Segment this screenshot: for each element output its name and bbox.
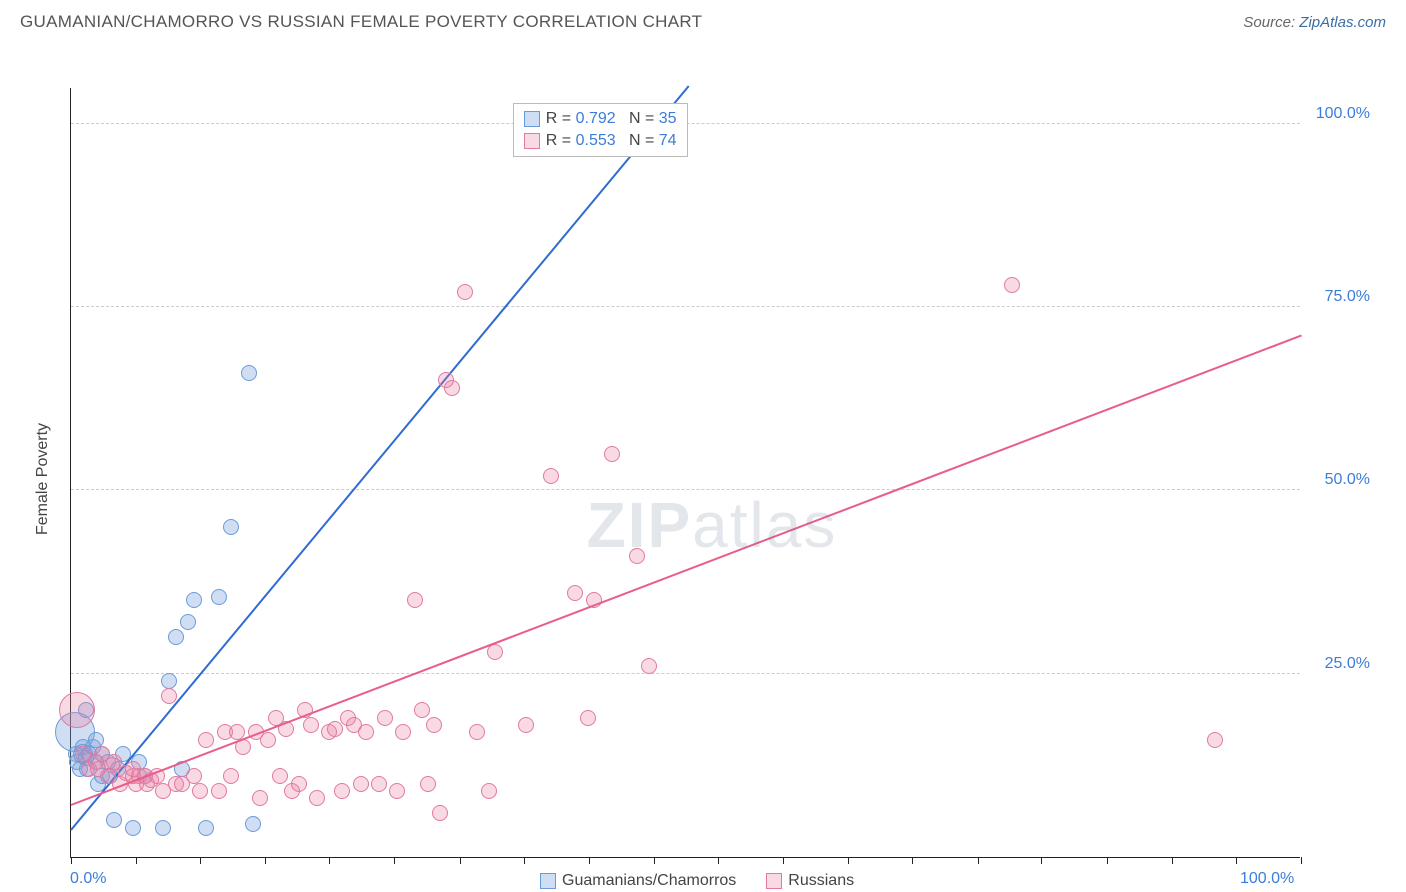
data-point	[155, 820, 171, 836]
x-tick	[912, 857, 913, 864]
gridline	[71, 489, 1300, 490]
data-point	[420, 776, 436, 792]
x-tick	[394, 857, 395, 864]
data-point	[106, 812, 122, 828]
chart-source: Source: ZipAtlas.com	[1243, 14, 1386, 31]
data-point	[469, 724, 485, 740]
data-point	[125, 820, 141, 836]
data-point	[414, 702, 430, 718]
data-point	[192, 783, 208, 799]
x-tick	[1107, 857, 1108, 864]
data-point	[291, 776, 307, 792]
x-tick	[1041, 857, 1042, 864]
data-point	[309, 790, 325, 806]
x-tick	[783, 857, 784, 864]
data-point	[518, 717, 534, 733]
data-point	[272, 768, 288, 784]
data-point	[334, 783, 350, 799]
correlation-chart: 25.0%50.0%75.0%100.0%Female Poverty0.0%1…	[20, 40, 1386, 880]
data-point	[168, 629, 184, 645]
data-point	[223, 768, 239, 784]
data-point	[629, 548, 645, 564]
x-tick	[718, 857, 719, 864]
data-point	[88, 732, 104, 748]
x-tick	[848, 857, 849, 864]
data-point	[198, 732, 214, 748]
data-point	[223, 519, 239, 535]
data-point	[161, 688, 177, 704]
data-point	[186, 768, 202, 784]
chart-header: GUAMANIAN/CHAMORRO VS RUSSIAN FEMALE POV…	[0, 0, 1406, 40]
x-tick	[1301, 857, 1302, 864]
x-tick	[978, 857, 979, 864]
data-point	[371, 776, 387, 792]
data-point	[1004, 277, 1020, 293]
x-tick	[329, 857, 330, 864]
x-tick	[589, 857, 590, 864]
data-point	[377, 710, 393, 726]
legend-item: Russians	[766, 872, 854, 890]
y-tick-label: 25.0%	[1325, 655, 1370, 673]
plot-area: 25.0%50.0%75.0%100.0%	[70, 88, 1300, 858]
x-tick	[136, 857, 137, 864]
data-point	[358, 724, 374, 740]
x-tick	[1236, 857, 1237, 864]
data-point	[481, 783, 497, 799]
x-tick	[265, 857, 266, 864]
data-point	[59, 692, 95, 728]
trend-line	[71, 334, 1302, 805]
gridline	[71, 673, 1300, 674]
data-point	[241, 365, 257, 381]
data-point	[543, 468, 559, 484]
data-point	[186, 592, 202, 608]
y-tick-label: 100.0%	[1316, 105, 1370, 123]
data-point	[604, 446, 620, 462]
data-point	[353, 776, 369, 792]
chart-title: GUAMANIAN/CHAMORRO VS RUSSIAN FEMALE POV…	[20, 12, 702, 32]
data-point	[211, 589, 227, 605]
data-point	[245, 816, 261, 832]
data-point	[198, 820, 214, 836]
y-tick-label: 50.0%	[1325, 471, 1370, 489]
data-point	[641, 658, 657, 674]
gridline	[71, 306, 1300, 307]
data-point	[180, 614, 196, 630]
data-point	[457, 284, 473, 300]
source-prefix: Source:	[1243, 14, 1299, 31]
data-point	[303, 717, 319, 733]
x-tick	[460, 857, 461, 864]
data-point	[211, 783, 227, 799]
x-tick-label: 0.0%	[70, 870, 106, 888]
series-legend: Guamanians/Chamorros Russians	[540, 872, 884, 890]
data-point	[161, 673, 177, 689]
legend-row: R = 0.553 N = 74	[524, 130, 677, 152]
data-point	[260, 732, 276, 748]
x-tick	[524, 857, 525, 864]
source-link[interactable]: ZipAtlas.com	[1299, 14, 1386, 31]
x-tick	[71, 857, 72, 864]
x-tick	[200, 857, 201, 864]
data-point	[426, 717, 442, 733]
y-axis-label: Female Poverty	[34, 423, 52, 535]
data-point	[580, 710, 596, 726]
data-point	[444, 380, 460, 396]
correlation-legend: R = 0.792 N = 35R = 0.553 N = 74	[513, 103, 688, 157]
y-tick-label: 75.0%	[1325, 288, 1370, 306]
data-point	[252, 790, 268, 806]
data-point	[389, 783, 405, 799]
data-point	[407, 592, 423, 608]
data-point	[1207, 732, 1223, 748]
data-point	[567, 585, 583, 601]
x-tick-label: 100.0%	[1240, 870, 1294, 888]
x-tick	[1172, 857, 1173, 864]
x-tick	[654, 857, 655, 864]
legend-row: R = 0.792 N = 35	[524, 108, 677, 130]
legend-item: Guamanians/Chamorros	[540, 872, 736, 890]
data-point	[395, 724, 411, 740]
data-point	[432, 805, 448, 821]
